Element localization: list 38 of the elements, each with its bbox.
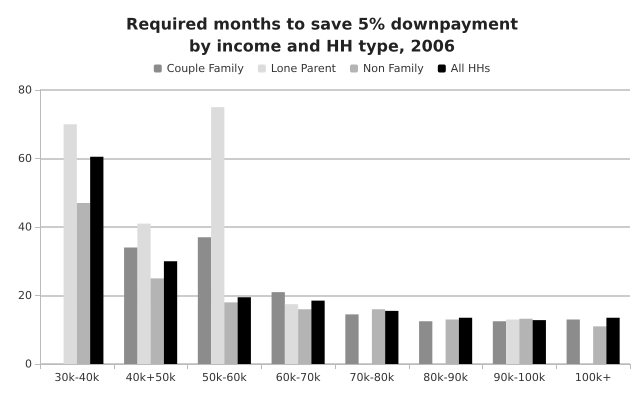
bar [64,124,77,364]
y-tick-label: 20 [18,289,32,302]
bar [566,319,580,364]
bar [198,237,212,364]
bar [458,318,472,364]
bar [492,321,506,364]
bar [311,300,325,364]
legend-label: Non Family [362,62,424,75]
legend-label: Lone Parent [270,62,337,75]
x-tick-label: 40k+50k [126,371,176,384]
x-tick-label: 80k-90k [423,371,469,384]
x-tick-label: 60k-70k [276,371,322,384]
bar [419,321,432,364]
chart-title: Required months to save 5% downpayment by income and HH type, 2006 [126,14,518,56]
x-tick-label: 70k-80k [350,371,395,384]
x-tick-label: 50k-60k [202,371,248,384]
bar [606,318,620,364]
x-tick-label: 30k-40k [54,371,100,384]
legend-label: Couple Family [166,62,244,75]
bar [211,107,224,364]
bar [532,320,546,364]
x-tick-label: 100k+ [574,371,612,384]
legend-label: All HHs [450,62,490,75]
bar [90,156,104,364]
y-tick-label: 0 [25,358,32,370]
x-tick-label: 90k-100k [494,371,546,384]
bar [506,319,520,364]
bar [284,304,298,364]
bar [385,310,398,364]
bar [124,248,138,364]
bar [272,292,285,364]
bar [137,224,151,364]
y-tick-label: 40 [18,220,32,234]
y-tick-label: 80 [18,84,32,96]
y-tick-label: 60 [18,152,32,165]
bar [164,261,178,364]
bar [345,314,359,364]
bar [238,297,251,364]
